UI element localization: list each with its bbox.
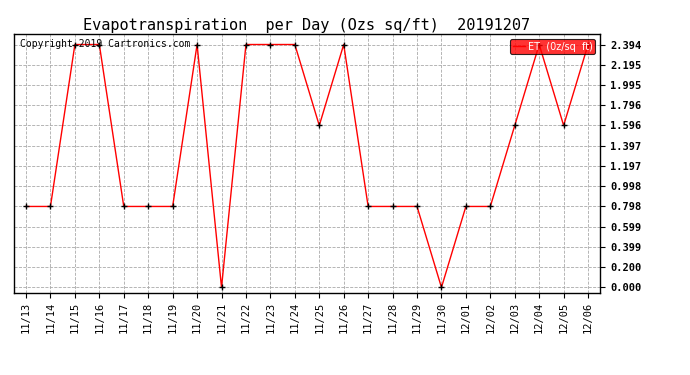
Legend: ET  (0z/sq  ft): ET (0z/sq ft) bbox=[510, 39, 595, 54]
Title: Evapotranspiration  per Day (Ozs sq/ft)  20191207: Evapotranspiration per Day (Ozs sq/ft) 2… bbox=[83, 18, 531, 33]
Text: Copyright 2019 Cartronics.com: Copyright 2019 Cartronics.com bbox=[19, 39, 190, 49]
